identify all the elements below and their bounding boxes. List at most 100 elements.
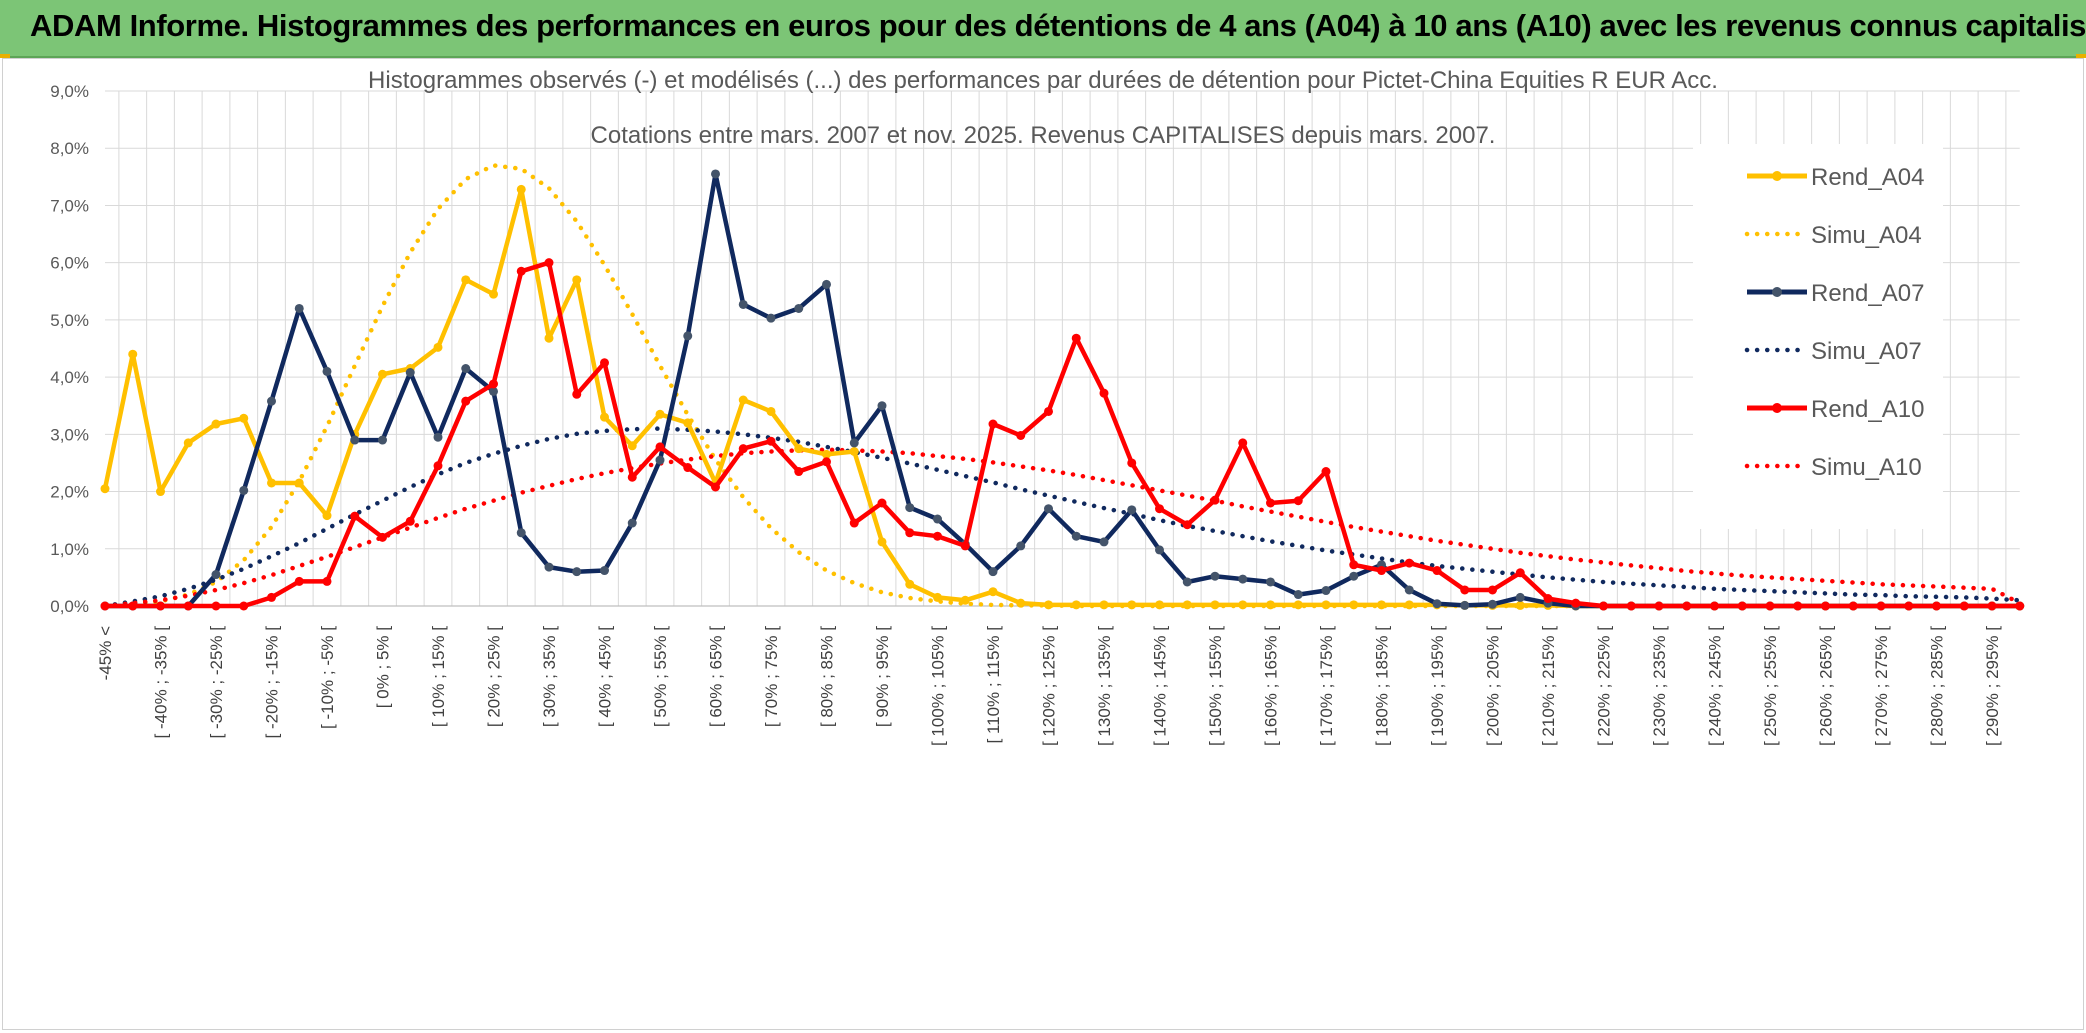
- data-point-Rend_A07: [655, 455, 665, 465]
- data-point-Rend_A07: [849, 438, 859, 448]
- data-point-Rend_A10: [1127, 458, 1137, 468]
- data-point-Rend_A10: [211, 601, 221, 611]
- y-tick-label: 9,0%: [50, 82, 89, 101]
- x-tick-label: [ 240% ; 245% [: [1706, 626, 1725, 746]
- legend-label-Rend_A04: Rend_A04: [1811, 164, 1924, 191]
- data-point-Rend_A10: [1182, 520, 1192, 530]
- x-tick-label: [ 180% ; 185% [: [1373, 626, 1392, 746]
- x-tick-label: [ 110% ; 115% [: [984, 626, 1003, 744]
- x-tick-label: [ 160% ; 165% [: [1262, 626, 1281, 746]
- x-tick-label: [ 20% ; 25% [: [485, 626, 504, 727]
- data-point-Rend_A10: [350, 511, 360, 521]
- legend-label-Simu_A07: Simu_A07: [1811, 338, 1922, 365]
- x-tick-label: [ 130% ; 135% [: [1095, 626, 1114, 746]
- data-point-Rend_A10: [1876, 601, 1886, 611]
- data-point-Rend_A10: [239, 601, 249, 611]
- data-point-Rend_A04: [267, 478, 276, 488]
- data-point-Rend_A07: [766, 313, 776, 323]
- legend-label-Rend_A10: Rend_A10: [1811, 396, 1924, 423]
- data-point-Rend_A07: [711, 169, 720, 179]
- data-point-Rend_A10: [905, 528, 915, 538]
- data-point-Rend_A07: [489, 386, 498, 396]
- data-point-Rend_A07: [738, 299, 748, 309]
- data-point-Rend_A10: [1848, 601, 1858, 611]
- data-point-Rend_A07: [461, 364, 471, 374]
- y-tick-label: 2,0%: [50, 483, 89, 502]
- data-point-Rend_A07: [905, 503, 915, 513]
- y-tick-label: 3,0%: [50, 425, 89, 444]
- x-tick-label: [ 220% ; 225% [: [1595, 626, 1614, 746]
- x-tick-label: [ 270% ; 275% [: [1872, 626, 1891, 746]
- report-title: ADAM Informe. Histogrammes des performan…: [30, 8, 2086, 43]
- data-point-Rend_A07: [794, 303, 804, 313]
- data-point-Rend_A07: [988, 567, 998, 577]
- data-point-Rend_A10: [849, 518, 859, 528]
- data-point-Rend_A04: [211, 419, 221, 429]
- y-tick-label: 7,0%: [50, 196, 89, 215]
- data-point-Rend_A07: [405, 368, 415, 378]
- data-point-Rend_A07: [1404, 585, 1414, 595]
- data-point-Rend_A10: [1071, 333, 1081, 343]
- legend-label-Simu_A04: Simu_A04: [1811, 222, 1922, 249]
- data-point-Rend_A04: [489, 289, 498, 299]
- data-point-Rend_A10: [1515, 568, 1525, 578]
- data-point-Rend_A07: [1016, 541, 1026, 551]
- data-point-Rend_A04: [1321, 600, 1331, 610]
- data-point-Rend_A04: [849, 447, 859, 456]
- data-point-Rend_A10: [933, 531, 942, 541]
- data-point-Rend_A10: [1321, 467, 1331, 477]
- data-point-Rend_A04: [1515, 600, 1525, 610]
- data-point-Rend_A10: [100, 601, 110, 611]
- data-point-Rend_A10: [877, 498, 887, 508]
- x-tick-label: [ 100% ; 105% [: [929, 626, 948, 746]
- data-point-Rend_A04: [1155, 600, 1164, 610]
- data-point-Rend_A10: [1543, 594, 1553, 604]
- x-tick-label: [ 70% ; 75% [: [762, 626, 781, 727]
- x-tick-label: [ 60% ; 65% [: [707, 626, 726, 727]
- x-tick-label: [ 250% ; 255% [: [1761, 626, 1780, 746]
- data-point-Rend_A04: [1071, 600, 1081, 610]
- data-point-Rend_A07: [1044, 504, 1053, 514]
- data-point-Rend_A07: [877, 401, 887, 411]
- legend-label-Rend_A07: Rend_A07: [1811, 280, 1924, 307]
- x-tick-label: [ 190% ; 195% [: [1428, 626, 1447, 746]
- data-point-Rend_A10: [156, 601, 165, 611]
- data-point-Rend_A07: [1488, 599, 1497, 609]
- x-tick-label: [ 90% ; 95% [: [873, 626, 892, 727]
- data-point-Rend_A07: [267, 396, 276, 406]
- data-point-Rend_A07: [1293, 590, 1303, 600]
- data-point-Rend_A10: [1266, 498, 1275, 508]
- x-tick-label: [ 50% ; 55% [: [651, 626, 670, 727]
- data-point-Rend_A04: [433, 342, 443, 352]
- data-point-Rend_A10: [183, 601, 193, 611]
- data-point-Rend_A04: [378, 369, 387, 379]
- data-point-Rend_A10: [1737, 601, 1747, 611]
- data-point-Rend_A04: [1377, 600, 1386, 610]
- data-point-Rend_A07: [516, 528, 526, 538]
- data-point-Rend_A04: [294, 478, 304, 488]
- legend-marker-Rend_A10: [1772, 403, 1782, 413]
- data-point-Rend_A10: [1626, 601, 1636, 611]
- data-point-Rend_A07: [933, 514, 942, 524]
- data-point-Rend_A04: [905, 579, 915, 589]
- y-tick-label: 8,0%: [50, 139, 89, 158]
- data-point-Rend_A07: [1238, 574, 1248, 584]
- data-point-Rend_A07: [1266, 577, 1275, 587]
- data-point-Rend_A04: [461, 275, 471, 285]
- data-point-Rend_A07: [1210, 571, 1220, 581]
- data-point-Rend_A07: [1071, 531, 1081, 541]
- data-point-Rend_A10: [516, 266, 526, 276]
- y-tick-label: 1,0%: [50, 540, 89, 559]
- y-tick-label: 6,0%: [50, 254, 89, 273]
- data-point-Rend_A07: [378, 435, 387, 445]
- data-point-Rend_A07: [1349, 571, 1359, 581]
- x-tick-label: [ 80% ; 85% [: [818, 626, 837, 727]
- data-point-Rend_A10: [1155, 504, 1164, 514]
- data-point-Rend_A04: [738, 395, 748, 405]
- data-point-Rend_A10: [1654, 601, 1664, 611]
- data-point-Rend_A10: [988, 419, 998, 429]
- data-point-Rend_A04: [183, 438, 193, 448]
- data-point-Rend_A07: [544, 562, 554, 572]
- data-point-Rend_A10: [711, 482, 720, 492]
- data-point-Rend_A04: [822, 449, 831, 459]
